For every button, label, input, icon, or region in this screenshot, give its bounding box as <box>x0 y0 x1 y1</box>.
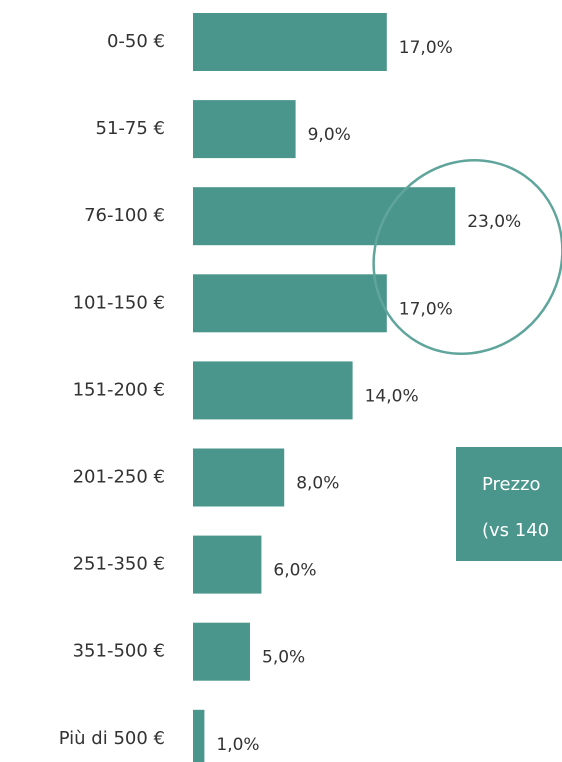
bar <box>193 622 250 681</box>
value-label: 1,0% <box>216 735 259 755</box>
category-label: 101-150 € <box>73 292 165 313</box>
annotation: Prezzo <box>482 474 541 495</box>
value-label: 17,0% <box>399 38 453 58</box>
bar <box>193 535 262 594</box>
category-label: 201-250 € <box>73 467 165 488</box>
annotation: (vs 140 <box>482 520 549 541</box>
highlight-ellipse <box>372 158 562 356</box>
value-label: 14,0% <box>365 386 419 406</box>
bar <box>193 13 387 71</box>
bar <box>193 361 353 420</box>
value-label: 9,0% <box>308 125 351 145</box>
category-label: 151-200 € <box>73 379 165 400</box>
bar <box>193 274 387 333</box>
bar <box>193 448 285 507</box>
value-label: 6,0% <box>273 561 316 581</box>
value-label: 8,0% <box>296 474 339 494</box>
category-label: 51-75 € <box>96 118 165 139</box>
category-label: Più di 500 € <box>59 728 165 749</box>
value-label: 23,0% <box>467 212 521 232</box>
category-label: 0-50 € <box>107 31 165 52</box>
annotation-box <box>456 447 562 561</box>
value-label: 17,0% <box>399 299 453 319</box>
category-label: 76-100 € <box>84 205 165 226</box>
category-label: 351-500 € <box>73 641 165 662</box>
bar <box>193 100 296 159</box>
bar <box>193 187 456 246</box>
bar <box>193 709 205 762</box>
value-label: 5,0% <box>262 648 305 668</box>
category-label: 251-350 € <box>73 554 165 575</box>
